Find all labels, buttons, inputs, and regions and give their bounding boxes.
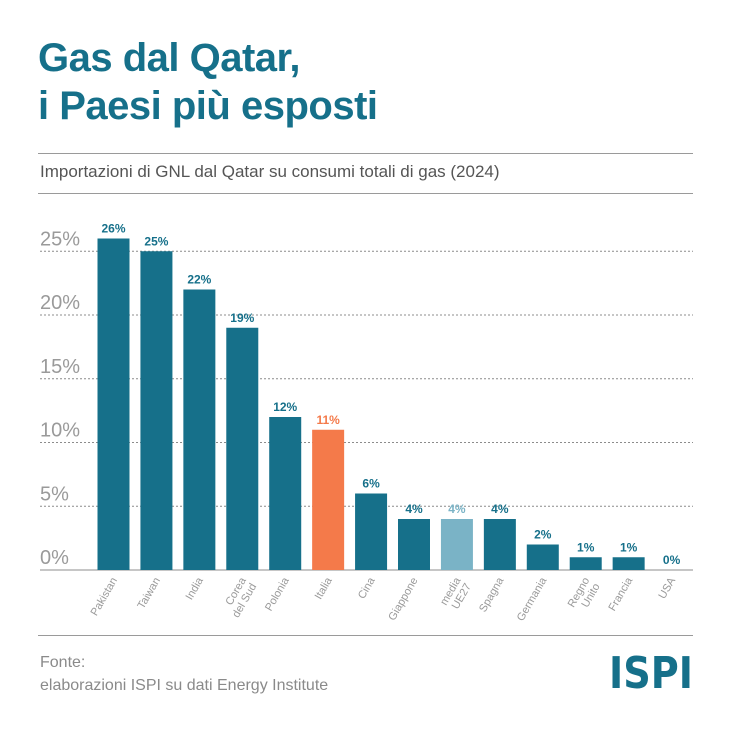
x-tick-label: Spagna [477, 575, 507, 615]
y-tick-label: 25% [40, 228, 80, 250]
ispi-logo: ISPI [609, 649, 693, 691]
value-label: 2% [534, 528, 552, 542]
x-tick-label-line: Taiwan [136, 576, 164, 612]
bar [269, 417, 302, 570]
x-tick-label-line: Pakistan [89, 576, 120, 619]
x-tick-label: USA [656, 575, 678, 601]
value-label: 4% [405, 502, 423, 516]
x-tick-label-line: India [184, 575, 207, 602]
x-tick-label-line: Germania [515, 575, 550, 624]
x-tick-label: Germania [515, 575, 550, 624]
value-label: 4% [448, 502, 466, 516]
x-tick-label-line: Polonia [263, 575, 292, 614]
bar [526, 544, 559, 570]
chart-subtitle: Importazioni di GNL dal Qatar su consumi… [40, 162, 500, 181]
bar [140, 251, 173, 570]
bar [312, 429, 345, 570]
value-label: 6% [362, 477, 380, 491]
x-tick-label: Giappone [386, 576, 420, 623]
value-label: 22% [187, 273, 211, 287]
value-label: 4% [491, 502, 509, 516]
value-label: 25% [144, 234, 168, 248]
bar [355, 493, 388, 570]
bar [440, 519, 473, 570]
source-text: elaborazioni ISPI su dati Energy Institu… [40, 677, 329, 694]
bar [97, 238, 130, 570]
x-tick-label: Francia [607, 575, 636, 614]
x-tick-label-line: Francia [607, 575, 636, 614]
bar [398, 519, 430, 570]
bar [612, 557, 645, 570]
y-tick-label: 5% [40, 483, 69, 505]
y-tick-label: 20% [40, 292, 80, 314]
x-tick-label-line: Italia [313, 575, 335, 602]
x-tick-label: India [184, 575, 207, 602]
x-tick-label-line: Spagna [477, 575, 507, 615]
value-label: 1% [620, 540, 638, 554]
value-label: 19% [230, 311, 254, 325]
value-labels: 26% 25% 22% 19% 12% 11% 6% 4% 4% 4% 2% 1% 1% 0% [101, 222, 680, 568]
x-tick-label: Pakistan [89, 576, 120, 619]
x-tick-label: Polonia [263, 575, 292, 614]
source-label: Fonte: [40, 654, 86, 671]
bars [97, 238, 645, 570]
x-tick-label-line: Giappone [386, 576, 420, 623]
title-line-2: i Paesi più esposti [38, 84, 378, 128]
subtitle-rule [38, 193, 693, 194]
y-axis-ticks: 0% 5% 10% 15% 20% 25% [40, 228, 80, 569]
bar [483, 519, 516, 570]
bar [183, 289, 216, 570]
x-tick-label: Italia [313, 575, 335, 602]
x-tick-label: Taiwan [136, 576, 164, 612]
value-label: 1% [577, 540, 595, 554]
y-tick-label: 15% [40, 356, 80, 378]
value-label: 0% [663, 553, 681, 567]
value-label: 26% [101, 222, 125, 236]
value-label: 11% [316, 413, 340, 427]
value-label: 12% [273, 400, 297, 414]
top-rule [38, 153, 693, 154]
y-tick-label: 0% [40, 547, 69, 569]
source-note: Fonte: elaborazioni ISPI su dati Energy … [40, 651, 328, 697]
x-tick-label-line: Cina [356, 575, 378, 601]
bottom-rule [38, 635, 693, 636]
x-tick-label-line: USA [656, 575, 678, 601]
chart-title: Gas dal Qatar, i Paesi più esposti [38, 34, 378, 130]
bar [226, 327, 259, 570]
ispi-logo-text: ISPI [609, 649, 693, 691]
x-tick-label: Cina [356, 575, 378, 601]
y-tick-label: 10% [40, 420, 80, 442]
title-line-1: Gas dal Qatar, [38, 36, 301, 80]
bar [569, 557, 602, 570]
